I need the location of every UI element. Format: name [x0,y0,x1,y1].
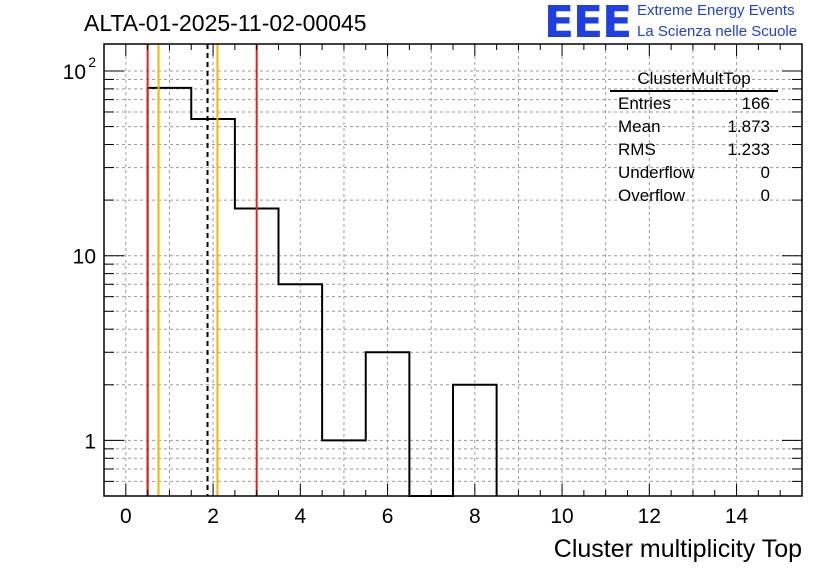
x-tick-label: 6 [382,505,394,528]
stats-value: 0 [760,186,770,205]
y-tick-label: 10 [73,246,96,269]
stats-row-mean: Mean 1.873 [610,115,778,138]
stats-label: Entries [618,94,671,113]
x-tick-label: 4 [294,505,306,528]
x-tick-label: 2 [207,505,219,528]
stats-label: RMS [618,140,656,159]
x-tick-label: 8 [469,505,481,528]
chart-title: ALTA-01-2025-11-02-00045 [84,10,367,36]
x-tick-label: 10 [550,505,573,528]
stats-row-rms: RMS 1.233 [610,138,778,161]
x-tick-label: 12 [638,505,661,528]
logo-line-2: La Scienza nelle Scuole [637,23,798,40]
x-tick-label: 0 [120,505,132,528]
y-tick-label: 1 [84,430,96,453]
stats-label: Mean [618,117,661,136]
y-tick-label: 10 [63,61,86,84]
histogram-bin [191,119,235,496]
stats-value: 0 [760,163,770,182]
stats-row-underflow: Underflow 0 [610,161,778,184]
logo-line-1: Extreme Energy Events [637,2,795,19]
stats-label: Underflow [618,163,695,182]
y-tick-exponent: 2 [88,54,96,70]
stats-title: ClusterMultTop [610,68,778,92]
stats-row-entries: Entries 166 [610,92,778,115]
x-axis-label: Cluster multiplicity Top [553,535,802,563]
stats-value: 1.873 [727,117,770,136]
stats-row-overflow: Overflow 0 [610,184,778,207]
stats-box: ClusterMultTop Entries 166 Mean 1.873 RM… [610,68,778,207]
stats-value: 1.233 [727,140,770,159]
stats-label: Overflow [618,186,686,205]
stats-value: 166 [741,94,770,113]
x-tick-label: 14 [725,505,749,528]
eee-logo-mark: EEE [544,0,632,48]
histogram-outline [146,86,498,497]
